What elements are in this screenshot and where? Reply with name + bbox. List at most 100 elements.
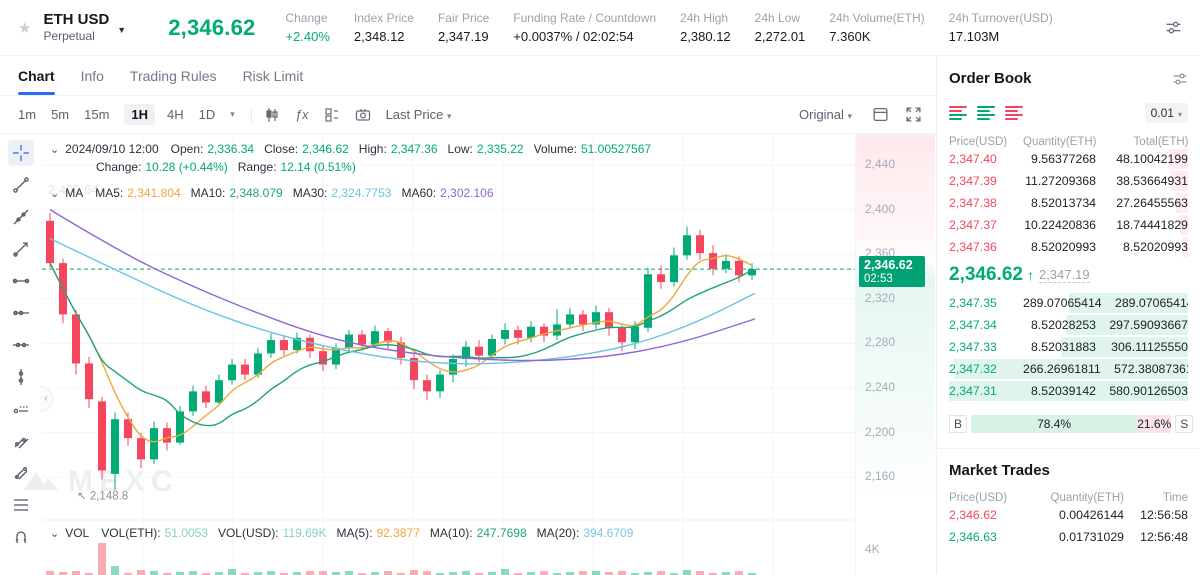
parallel-channel-tool[interactable] (8, 428, 34, 454)
legend-label: MA(5): (336, 526, 373, 540)
price-range-tool[interactable] (8, 396, 34, 422)
chart-style-select[interactable]: Original ▾ (799, 107, 856, 122)
total-cell: 38.53664931 (1116, 174, 1188, 188)
legend-value: 10.28 (+0.44%) (145, 160, 228, 174)
favorite-star-icon[interactable]: ★ (18, 19, 32, 37)
mid-price: 2,346.62 (949, 264, 1023, 285)
order-book-controls: 0.01 ▾ (949, 103, 1188, 123)
depth-bar (1168, 149, 1188, 169)
precision-value: 0.01 (1150, 106, 1174, 120)
legend-value: 2,336.34 (207, 142, 255, 156)
trend-line-tool[interactable] (8, 172, 34, 198)
legend-value: 2,302.106 (440, 186, 494, 200)
bid-row[interactable]: 2,347.35 289.07065414 289.07065414 (949, 292, 1188, 314)
stat-item: Fair Price 2,347.19 (438, 11, 489, 44)
chart-column: Chart Info Trading Rules Risk Limit 1m 5m 15m… (0, 56, 936, 575)
tab-risk-limit[interactable]: Risk Limit (242, 67, 304, 84)
tab-trading-rules[interactable]: Trading Rules (129, 67, 217, 84)
timeframe-button-1h[interactable]: 1H (124, 104, 156, 125)
bid-row[interactable]: 2,347.31 8.52039142 580.90126503 (949, 380, 1188, 402)
ask-row[interactable]: 2,347.39 11.27209368 38.53664931 (949, 170, 1188, 192)
magnet-tool[interactable] (8, 524, 34, 550)
legend-collapse-icon[interactable]: ⌄ (50, 188, 60, 200)
price-direction-up-icon: ↑ (1026, 267, 1034, 283)
stat-item: Index Price 2,348.12 (354, 11, 414, 44)
column-header: Total(ETH) (1133, 136, 1189, 148)
chart-toolbar: 1m 5m 15m 1H 4H 1D ▾ ƒx Last Price ▾ Original… (0, 96, 936, 134)
volume-axis-tick: 4K (865, 542, 880, 556)
legend-label: Close: (264, 142, 299, 156)
order-book-mode-bids-icon[interactable] (977, 106, 995, 120)
bid-row[interactable]: 2,347.34 8.52028253 297.59093667 (949, 314, 1188, 336)
total-cell: 297.59093667 (1109, 318, 1188, 332)
precision-select[interactable]: 0.01 ▾ (1144, 103, 1188, 123)
ask-row[interactable]: 2,347.36 8.52020993 8.52020993 (949, 236, 1188, 258)
last-price: 2,346.62 (168, 14, 256, 40)
panel-layout-icon[interactable] (872, 106, 889, 123)
symbol-block[interactable]: ETH USD Perpetual (43, 11, 109, 44)
price-mode-caret-icon: ▾ (447, 111, 452, 121)
order-book-mode-both-icon[interactable] (949, 106, 967, 120)
timeframe-button-1d[interactable]: 1D (198, 107, 216, 122)
screenshot-camera-icon[interactable] (355, 107, 371, 123)
fib-retracement-tool[interactable] (8, 492, 34, 518)
horizontal-line-tool[interactable] (8, 268, 34, 294)
indicator-template-icon[interactable] (324, 107, 340, 123)
ask-row[interactable]: 2,347.38 8.52013734 27.26455563 (949, 192, 1188, 214)
stat-label: Index Price (353, 11, 414, 25)
crosshair-tool[interactable] (8, 140, 34, 166)
legend-collapse-icon[interactable]: ⌄ (50, 144, 60, 156)
sell-chip: S (1175, 415, 1194, 433)
total-cell: 18.74441829 (1116, 218, 1188, 232)
column-header: Time (1162, 492, 1188, 504)
legend-value: 51.00527567 (580, 142, 652, 156)
legend-collapse-icon[interactable]: ⌄ (50, 528, 60, 540)
fullscreen-icon[interactable] (905, 106, 922, 123)
order-book-settings-icon[interactable] (1172, 71, 1188, 87)
timeframe-button-5m[interactable]: 5m (51, 107, 70, 122)
tab-chart[interactable]: Chart (18, 56, 55, 95)
horizontal-ray-tool[interactable] (8, 300, 34, 326)
quantity-cell: 10.22420836 (1024, 218, 1096, 232)
price-axis[interactable]: 2,346.62 02:53 4K 2,440 2,400 2,360 2,320 2,… (855, 134, 935, 575)
stat-item: Change +2.40% (285, 11, 329, 44)
price-axis-tick: 2,320 (865, 290, 896, 305)
legend-value: 92.3877 (376, 526, 420, 540)
mid-price-row[interactable]: 2,346.62 ↑ 2,347.19 (949, 258, 1188, 292)
legend-label: Range: (237, 160, 277, 174)
section-divider (937, 448, 1200, 449)
order-book-mode-asks-icon[interactable] (1005, 106, 1023, 120)
symbol-caret-icon[interactable]: ▼ (117, 24, 127, 35)
stat-label: 24h Volume(ETH) (829, 11, 925, 25)
vol-legend-title: VOL (65, 526, 90, 540)
bid-row[interactable]: 2,347.33 8.52031883 306.11125550 (949, 336, 1188, 358)
pitchfork-tool[interactable] (8, 460, 34, 486)
vertical-line-tool[interactable] (8, 364, 34, 390)
tab-info[interactable]: Info (80, 67, 104, 84)
column-header: Quantity(ETH) (1023, 136, 1097, 148)
chart-type-candle-icon[interactable] (264, 107, 280, 123)
header-settings-icon[interactable] (1165, 19, 1182, 36)
price-axis-tick: 2,200 (865, 424, 896, 439)
ask-row[interactable]: 2,347.37 10.22420836 18.74441829 (949, 214, 1188, 236)
bid-row[interactable]: 2,347.32 266.26961811 572.38087361 (949, 358, 1188, 380)
depth-bar (1061, 337, 1188, 357)
ray-tool[interactable] (8, 236, 34, 262)
trade-row[interactable]: 2,346.62 0.00426144 12:56:58 (949, 504, 1188, 526)
fair-price-link[interactable]: 2,347.19 (1038, 267, 1090, 283)
legend-label: VOL(USD): (217, 526, 279, 540)
indicators-fx-icon[interactable]: ƒx (294, 107, 309, 122)
ask-row[interactable]: 2,347.40 9.56377268 48.10042199 (949, 148, 1188, 170)
timeframe-button-1m[interactable]: 1m (18, 107, 37, 122)
legend-label: Open: (170, 142, 204, 156)
timeframe-button-15m[interactable]: 15m (84, 107, 110, 122)
main-split: Chart Info Trading Rules Risk Limit 1m 5m 15m… (0, 56, 1200, 575)
stat-label: 24h Turnover(USD) (948, 11, 1053, 25)
trade-row[interactable]: 2,346.63 0.01731029 12:56:48 (949, 526, 1188, 548)
chart-canvas[interactable]: ↖ 2,148.8 (42, 134, 855, 575)
price-mode-select[interactable]: Last Price ▾ (386, 107, 456, 122)
cross-line-tool[interactable] (8, 332, 34, 358)
timeframe-button-4h[interactable]: 4H (167, 107, 184, 122)
timeframe-more-caret-icon[interactable]: ▾ (230, 109, 235, 119)
extended-line-tool[interactable] (8, 204, 34, 230)
